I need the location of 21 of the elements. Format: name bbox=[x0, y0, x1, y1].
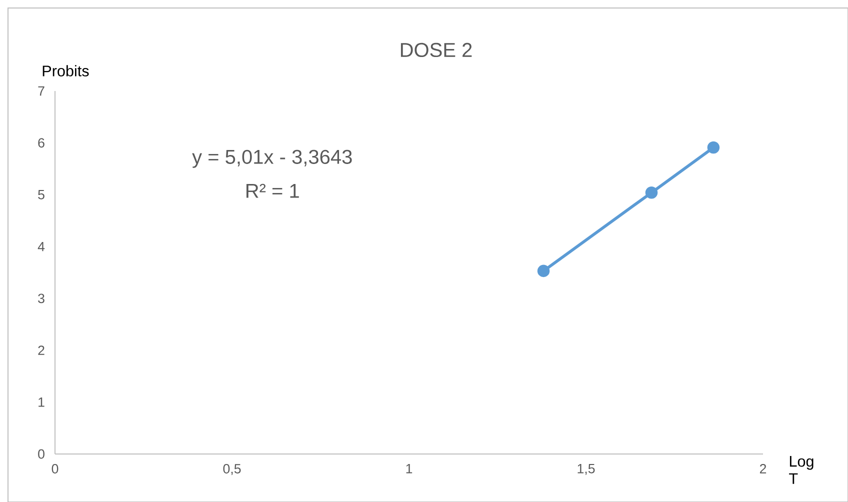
y-tick-label: 0 bbox=[38, 449, 44, 459]
y-tick-label: 1 bbox=[38, 398, 44, 407]
y-tick-label: 7 bbox=[38, 86, 44, 96]
y-tick-label: 2 bbox=[38, 346, 44, 355]
annotation: R² = 1 bbox=[246, 184, 299, 198]
x-tick-label: 2 bbox=[760, 464, 766, 474]
x-tick-label: 1 bbox=[406, 464, 412, 474]
x-axis-title: Log T bbox=[789, 456, 814, 484]
y-axis-title: Probits bbox=[42, 65, 89, 76]
y-tick-label: 4 bbox=[38, 242, 45, 252]
point bbox=[537, 264, 550, 278]
point bbox=[707, 141, 720, 154]
chart-title: DOSE 2 bbox=[400, 42, 472, 58]
point bbox=[645, 186, 658, 199]
x-tick-label: 0,5 bbox=[223, 464, 241, 476]
y-tick-label: 5 bbox=[38, 190, 44, 200]
annotation: y = 5,01x - 3,3643 bbox=[192, 150, 352, 168]
x-tick-label: 1,5 bbox=[578, 464, 595, 475]
y-tick-label: 6 bbox=[38, 138, 44, 148]
y-tick-label: 3 bbox=[38, 294, 44, 304]
x-tick-label: 0 bbox=[52, 464, 58, 474]
